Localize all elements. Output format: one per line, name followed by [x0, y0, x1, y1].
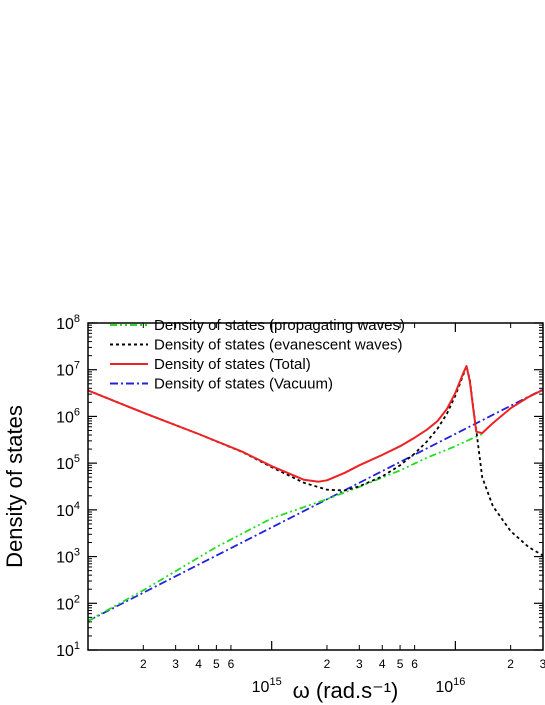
x-minor-tick-label: 3 — [356, 657, 363, 671]
series-line-1 — [88, 365, 543, 557]
legend-label: Density of states (evanescent waves) — [154, 337, 402, 354]
y-tick-label: 106 — [56, 406, 80, 426]
x-minor-tick-label: 2 — [140, 657, 147, 671]
y-tick-label: 102 — [56, 593, 80, 613]
x-minor-tick-label: 4 — [379, 657, 386, 671]
x-minor-tick-label: 5 — [397, 657, 404, 671]
x-minor-tick-label: 2 — [507, 657, 514, 671]
y-tick-label: 101 — [56, 640, 80, 660]
x-axis-label: ω (rad.s⁻¹) — [293, 678, 399, 703]
y-tick-label: 105 — [56, 453, 80, 473]
plot-frame — [87, 322, 544, 651]
series-line-0 — [88, 433, 483, 622]
y-axis-ticks: 101 102 103 104 105 106 107 108 — [56, 313, 543, 660]
y-axis-label: Density of states — [2, 405, 27, 568]
y-tick-label: 103 — [56, 547, 80, 567]
legend-label: Density of states (propagating waves) — [154, 317, 405, 334]
x-minor-tick-label: 5 — [213, 657, 220, 671]
x-minor-tick-label: 4 — [195, 657, 202, 671]
x-minor-tick-label: 2 — [324, 657, 331, 671]
x-major-tick-label: 1016 — [435, 676, 465, 696]
legend-label: Density of states (Vacuum) — [154, 376, 333, 393]
y-tick-label: 104 — [56, 500, 80, 520]
x-minor-tick-label: 6 — [228, 657, 235, 671]
plot-lines — [88, 365, 543, 622]
legend-label: Density of states (Total) — [154, 356, 311, 373]
series-line-3 — [88, 388, 543, 622]
x-minor-tick-label: 3 — [540, 657, 545, 671]
x-minor-tick-label: 6 — [411, 657, 418, 671]
y-tick-label: 107 — [56, 360, 80, 380]
series-line-2 — [88, 365, 543, 483]
legend: Density of states (propagating waves) Den… — [110, 317, 405, 393]
y-tick-label: 108 — [56, 313, 80, 333]
x-major-tick-label: 1015 — [252, 676, 282, 696]
x-minor-tick-label: 3 — [172, 657, 179, 671]
